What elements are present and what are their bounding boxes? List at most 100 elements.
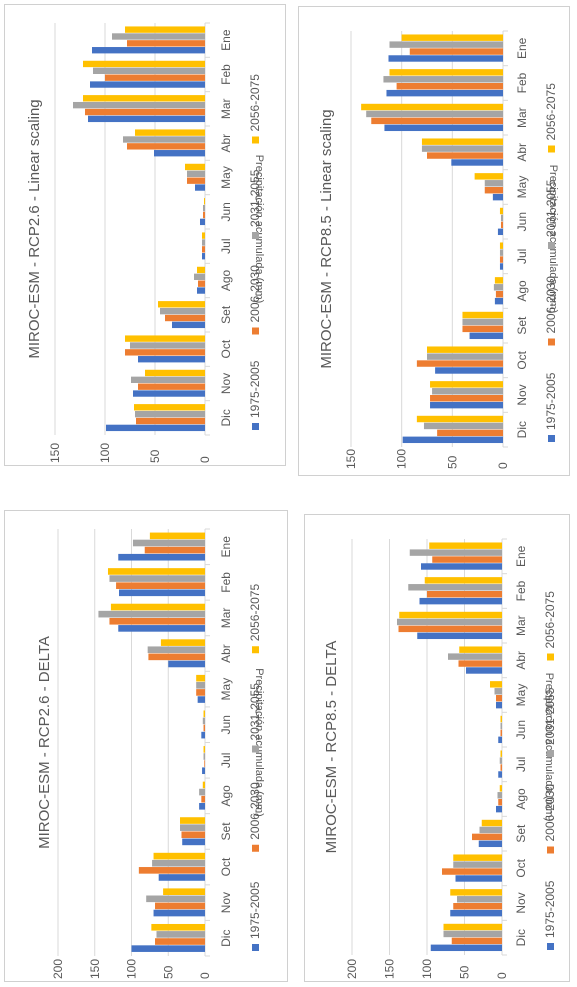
bar-2056-2075-Jun: [203, 710, 205, 718]
bar-2056-2075-Nov: [450, 889, 502, 896]
bar-1975-2005-Jun: [497, 228, 503, 236]
category-label-Mar: Mar: [515, 107, 529, 128]
bar-2006-2030-Set: [181, 831, 205, 839]
category-label-Ene: Ene: [219, 536, 233, 558]
bar-2006-2030-Nov: [155, 902, 205, 910]
legend-swatch-1975-2005: [252, 944, 259, 951]
chart-title: MIROC-ESM - RCP8.5 - DELTA: [323, 641, 340, 854]
bar-2056-2075-Mar: [110, 603, 205, 611]
bar-2056-2075-Feb: [107, 568, 205, 575]
category-label-Set: Set: [219, 822, 233, 841]
bar-1975-2005-Oct: [158, 874, 205, 881]
bar-2031-2055-Ene: [112, 33, 205, 40]
bar-2031-2055-Oct: [152, 859, 205, 867]
bar-2006-2030-May: [196, 689, 205, 696]
bar-2031-2055-Oct: [427, 353, 503, 360]
legend-swatch-1975-2005: [252, 423, 259, 430]
bar-1975-2005-Jun: [498, 736, 502, 744]
bar-2006-2030-Abr: [148, 653, 205, 661]
category-label-Jun: Jun: [514, 720, 528, 739]
y-tick-label: 0: [495, 972, 509, 979]
y-tick-label: 0: [198, 456, 212, 463]
bar-2031-2055-Ago: [199, 788, 205, 796]
bar-2031-2055-Mar: [397, 618, 502, 626]
y-axis-label: Precipitación acumulada (mm): [253, 155, 265, 304]
bar-2006-2030-Dic: [155, 938, 205, 945]
y-axis-label: Precipitación acumulada (mm): [543, 673, 555, 822]
chart-panel-rcp26-delta: 0 50 100 150 200 Ene Feb Mar Abr May Jun Jul Ago Set O…: [4, 510, 288, 982]
category-label-Mar: Mar: [219, 608, 233, 629]
bar-2056-2075-Dic: [151, 923, 205, 931]
chart-panel-rcp26-linear: 0 50 100 150 Ene Feb Mar Abr May Jun Jul Ago Set Oct N…: [4, 4, 286, 466]
bar-2056-2075-May: [196, 674, 205, 682]
bar-2006-2030-Ene: [144, 546, 205, 554]
bar-1975-2005-Mar: [88, 115, 205, 123]
bar-2006-2030-Jun: [500, 729, 502, 737]
bar-2056-2075-Nov: [163, 888, 205, 896]
bar-2031-2055-Nov: [457, 896, 502, 903]
bar-2056-2075-Feb: [424, 577, 502, 584]
legend-label-1975-2005: 1975-2005: [544, 372, 558, 430]
bar-2031-2055-Feb: [109, 575, 205, 582]
chart-svg: 0 50 100 150 Ene Feb Mar Abr May Jun Jul Ago Set Oct N…: [318, 30, 559, 469]
bar-2031-2055-Jun: [500, 722, 502, 730]
bar-1975-2005-Mar: [118, 625, 205, 632]
bar-2031-2055-Ago: [497, 792, 502, 799]
bar-1975-2005-Set: [469, 332, 503, 340]
bar-2031-2055-May: [494, 688, 502, 695]
category-label-Oct: Oct: [514, 858, 528, 877]
bar-2031-2055-Abr: [147, 646, 205, 654]
bar-1975-2005-Dic: [106, 424, 205, 432]
bar-1975-2005-Ago: [496, 805, 502, 813]
bar-1975-2005-Set: [478, 840, 502, 848]
bar-1975-2005-Ago: [199, 802, 205, 810]
legend-label-2031-2055: 2031-2055: [248, 169, 262, 227]
bar-1975-2005-Abr: [466, 667, 502, 674]
bar-2031-2055-Jul: [499, 249, 503, 256]
bar-2056-2075-Ago: [499, 785, 502, 792]
bar-2056-2075-Jul: [500, 750, 502, 757]
bar-2006-2030-Jul: [202, 246, 205, 253]
bar-2006-2030-Abr: [427, 152, 503, 159]
category-label-Feb: Feb: [219, 572, 233, 593]
legend-label-1975-2005: 1975-2005: [248, 881, 262, 939]
legend-label-2031-2055: 2031-2055: [543, 687, 557, 745]
legend-swatch-2031-2055: [252, 232, 259, 239]
category-label-Ago: Ago: [514, 788, 528, 810]
bar-2056-2075-May: [185, 163, 205, 171]
bar-2006-2030-Mar: [109, 617, 205, 625]
y-tick-label: 150: [344, 449, 358, 469]
chart-title: MIROC-ESM - RCP2.6 - DELTA: [36, 636, 53, 849]
y-axis-label: Precipitación acumulada (mm): [253, 668, 265, 817]
chart-title: MIROC-ESM - RCP8.5 - Linear scaling: [318, 109, 335, 368]
category-label-Nov: Nov: [514, 892, 528, 913]
category-label-Nov: Nov: [515, 384, 529, 405]
category-label-Jun: Jun: [219, 715, 233, 734]
bar-2056-2075-Nov: [430, 381, 503, 388]
legend-swatch-2031-2055: [548, 242, 555, 249]
category-label-Set: Set: [219, 305, 233, 324]
chart-svg: 0 50 100 150 Ene Feb Mar Abr May Jun Jul Ago Set Oct N…: [26, 22, 265, 463]
bar-2056-2075-Dic: [443, 923, 502, 931]
bar-2056-2075-Ene: [429, 542, 502, 549]
legend-swatch-2006-2030: [548, 338, 555, 346]
bar-2031-2055-Set: [180, 824, 205, 831]
chart-panel-rcp85-delta: 0 50 100 150 200 Ene Feb Mar Abr May Jun Jul Ago Set O…: [304, 514, 570, 982]
category-label-Jul: Jul: [219, 238, 233, 253]
bar-2006-2030-Abr: [458, 660, 502, 667]
bar-2006-2030-Jun: [203, 724, 205, 732]
legend-swatch-1975-2005: [547, 943, 554, 950]
y-tick-label: 50: [148, 449, 162, 463]
y-tick-label: 0: [198, 972, 212, 979]
bar-2031-2055-May: [187, 170, 205, 177]
category-label-Dic: Dic: [219, 930, 233, 947]
bar-2006-2030-Set: [462, 325, 503, 333]
bar-2031-2055-Jul: [202, 239, 205, 246]
bar-2056-2075-Jun: [500, 715, 502, 723]
category-label-Feb: Feb: [515, 72, 529, 93]
category-label-Ago: Ago: [515, 280, 529, 302]
category-label-Abr: Abr: [514, 651, 528, 670]
bar-2006-2030-Mar: [398, 625, 502, 633]
legend-swatch-2056-2075: [252, 646, 259, 654]
bar-2006-2030-Oct: [138, 867, 205, 874]
